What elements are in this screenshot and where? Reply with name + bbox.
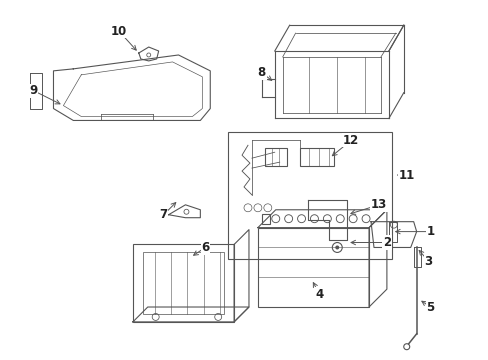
Bar [262,214,269,224]
Text: 10: 10 [111,24,127,38]
Circle shape [335,246,339,249]
Text: 3: 3 [424,255,432,268]
Text: 5: 5 [426,301,434,314]
Text: 7: 7 [159,208,167,221]
Text: 9: 9 [29,84,38,97]
Text: 11: 11 [398,168,414,181]
Text: 8: 8 [257,66,265,79]
Bar [228,132,391,260]
Text: 1: 1 [426,225,434,238]
Text: 4: 4 [315,288,323,301]
Bar [264,148,286,166]
Bar [257,228,368,307]
Bar [299,148,334,166]
Bar [142,252,224,314]
Text: 2: 2 [382,236,390,249]
Text: 13: 13 [370,198,386,211]
Text: 12: 12 [343,134,359,147]
Text: 6: 6 [201,241,209,254]
Bar [133,244,234,322]
